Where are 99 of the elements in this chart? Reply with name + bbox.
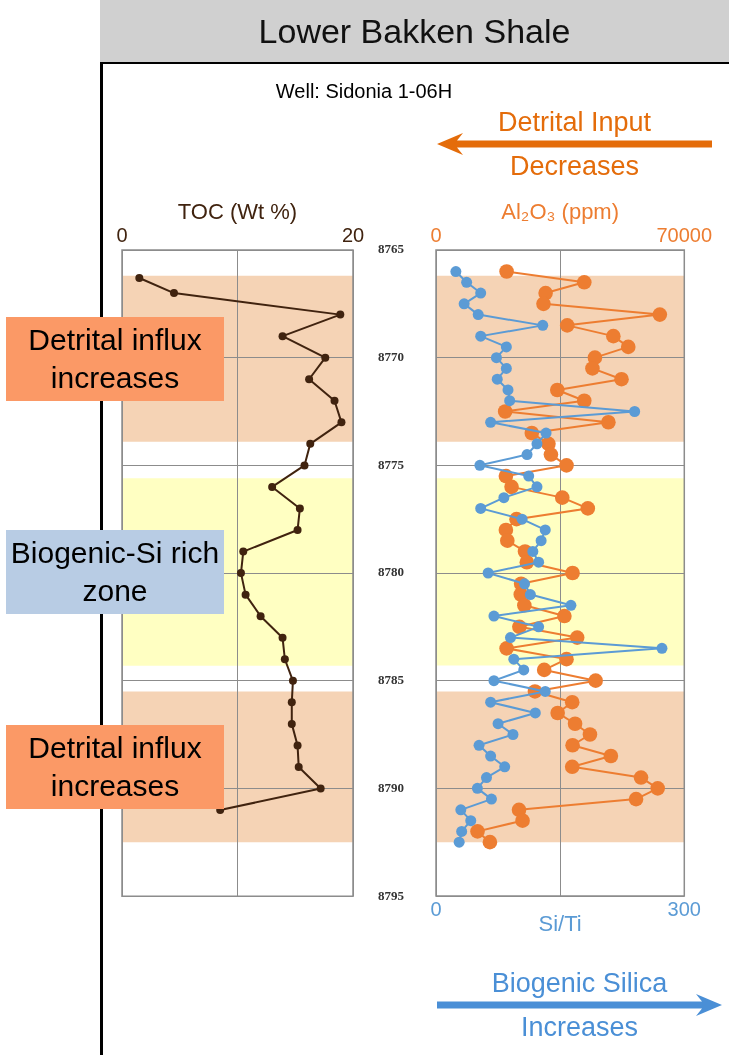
point xyxy=(450,266,462,278)
point xyxy=(278,332,287,341)
point xyxy=(488,675,500,687)
point xyxy=(565,599,577,611)
point xyxy=(523,470,535,482)
point xyxy=(474,459,486,471)
point xyxy=(453,836,465,848)
point xyxy=(268,482,277,491)
point xyxy=(521,449,533,461)
band-label: Detrital influx increases xyxy=(6,724,224,809)
point xyxy=(473,739,485,751)
point xyxy=(540,427,552,439)
x-axis-title: TOC (Wt %) xyxy=(177,199,298,225)
point xyxy=(300,461,309,470)
point xyxy=(535,535,547,547)
point xyxy=(169,289,178,298)
point xyxy=(490,352,502,364)
x-tick-label: 20 xyxy=(341,223,365,246)
point xyxy=(500,341,512,353)
point xyxy=(455,804,467,816)
point xyxy=(256,612,265,621)
y-tick-label: 8795 xyxy=(378,887,405,903)
x-axis-title: Si/Ti xyxy=(538,910,582,936)
point xyxy=(293,741,302,750)
point xyxy=(502,384,514,396)
point xyxy=(305,375,314,384)
x2-tick-label: 70000 xyxy=(656,223,713,246)
point xyxy=(488,610,500,622)
point xyxy=(241,590,250,599)
point xyxy=(491,373,503,385)
point xyxy=(336,310,345,319)
point xyxy=(518,664,530,676)
point xyxy=(306,439,315,448)
point xyxy=(533,556,545,568)
point xyxy=(293,526,302,535)
y-tick-label: 8775 xyxy=(378,456,405,472)
point xyxy=(527,545,539,557)
point xyxy=(485,793,497,805)
point xyxy=(475,502,487,514)
chart-title: Lower Bakken Shale xyxy=(100,0,729,62)
point xyxy=(475,330,487,342)
point xyxy=(531,438,543,450)
point xyxy=(239,547,248,556)
point xyxy=(337,418,346,427)
point xyxy=(533,621,545,633)
point xyxy=(539,685,551,697)
point xyxy=(519,578,531,590)
text: Biogenic Silica Increases xyxy=(490,967,669,1044)
point xyxy=(287,698,296,707)
point xyxy=(280,655,289,664)
point xyxy=(458,298,470,310)
point xyxy=(330,396,339,405)
point xyxy=(485,416,497,428)
point xyxy=(482,567,494,579)
y-tick-label: 8785 xyxy=(378,672,405,688)
point xyxy=(524,589,536,601)
point xyxy=(537,319,549,331)
point xyxy=(456,825,468,837)
point xyxy=(508,653,520,665)
y-tick-label: 8765 xyxy=(378,241,405,257)
point xyxy=(278,633,287,642)
point xyxy=(287,719,296,728)
point xyxy=(461,276,473,288)
point xyxy=(288,676,297,685)
x-tick-label: 300 xyxy=(667,897,701,920)
point xyxy=(295,504,304,513)
point xyxy=(504,395,516,407)
point xyxy=(480,772,492,784)
y-tick-label: 8790 xyxy=(378,779,404,795)
point xyxy=(294,762,303,771)
point xyxy=(516,513,528,525)
band-label: Detrital influx increases xyxy=(6,316,224,401)
point xyxy=(529,707,541,719)
point xyxy=(485,750,497,762)
y-tick-label: 8780 xyxy=(378,564,404,580)
point xyxy=(629,406,641,417)
point xyxy=(475,287,487,299)
point xyxy=(465,815,477,827)
point xyxy=(485,696,497,708)
point xyxy=(500,362,512,374)
chart-subtitle: Well: Sidonia 1-06H xyxy=(274,80,454,103)
band-label: Biogenic-Si rich zone xyxy=(6,530,224,615)
point xyxy=(498,492,510,504)
point xyxy=(499,761,511,773)
point xyxy=(321,353,330,362)
point xyxy=(471,782,483,794)
point xyxy=(492,718,504,730)
point xyxy=(504,632,516,644)
point xyxy=(656,642,668,654)
point xyxy=(472,309,484,321)
x2-axis-title: Al₂O₃ (ppm) xyxy=(501,199,620,225)
y-tick-label: 8770 xyxy=(378,349,404,365)
point xyxy=(236,569,245,578)
point xyxy=(507,729,519,740)
point xyxy=(539,524,551,536)
point xyxy=(316,784,325,793)
text: Detrital Input Decreases xyxy=(496,106,653,183)
point xyxy=(531,481,543,493)
point xyxy=(135,274,144,282)
